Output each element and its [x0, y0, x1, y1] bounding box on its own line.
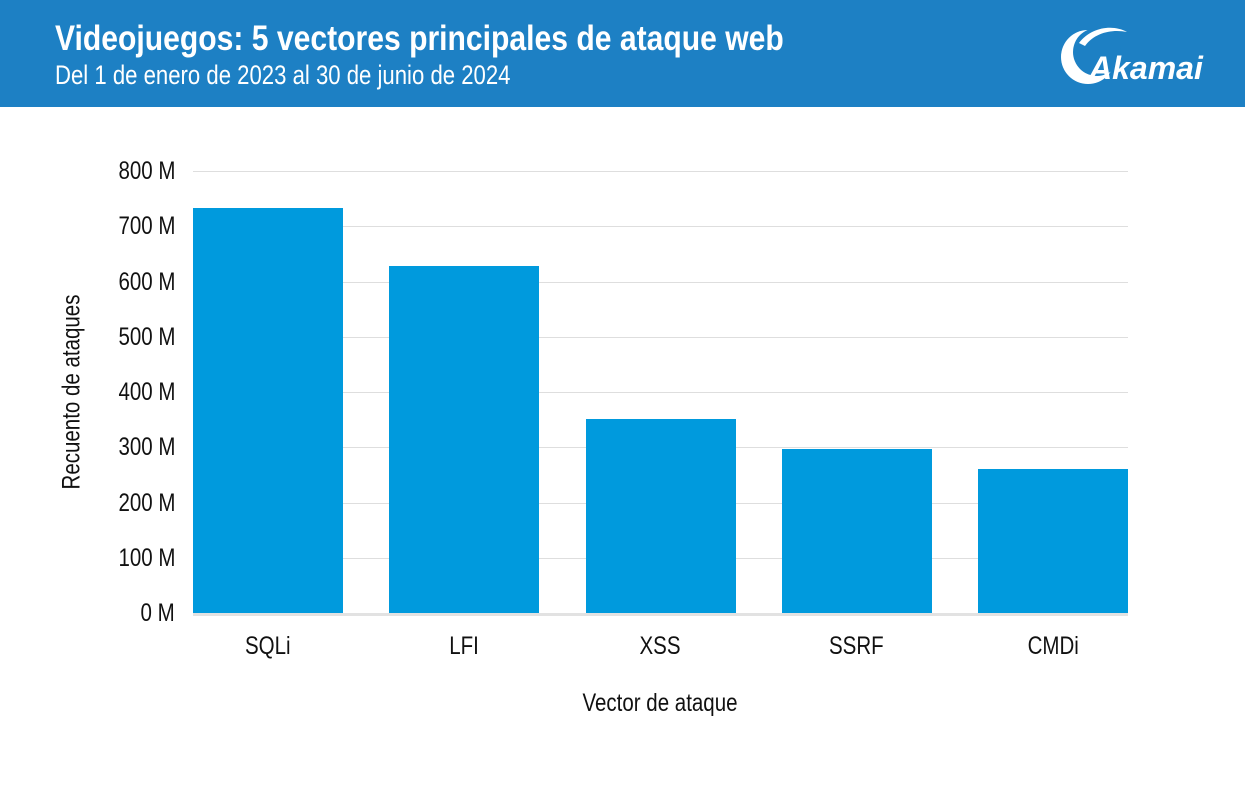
bar-cmdi [978, 468, 1128, 613]
x-axis-title: Vector de ataque [582, 689, 738, 717]
y-tick-label-200m: 200 M [40, 490, 175, 516]
akamai-logo-text: Akamai [1088, 50, 1204, 86]
y-tick-text: 500 M [118, 322, 175, 351]
x-tick-label-sqli: SQLi [170, 633, 366, 659]
y-tick-label-300m: 300 M [40, 434, 175, 460]
header: Videojuegos: 5 vectores principales de a… [0, 0, 1245, 107]
y-tick-label-700m: 700 M [40, 213, 175, 239]
x-tick-text: CMDi [1027, 632, 1079, 660]
y-tick-text: 0 M [140, 599, 175, 627]
x-tick-label-cmdi: CMDi [955, 633, 1151, 659]
y-tick-label-100m: 100 M [40, 545, 175, 571]
y-tick-text: 100 M [118, 543, 175, 572]
y-tick-label-600m: 600 M [40, 269, 175, 295]
y-tick-text: 600 M [118, 267, 175, 296]
bar-lfi [389, 266, 540, 613]
bar-chart: Recuento de ataques Vector de ataque 0 M… [0, 107, 1245, 800]
gridline-400m [193, 392, 1128, 393]
y-tick-text: 400 M [118, 378, 175, 406]
x-tick-text: XSS [639, 632, 682, 660]
gridline-700m [193, 226, 1128, 228]
x-tick-text: SSRF [829, 632, 885, 660]
page-subtitle: Del 1 de enero de 2023 al 30 de junio de… [55, 60, 511, 90]
akamai-swoosh-icon [1079, 27, 1127, 46]
x-tick-label-xss: XSS [563, 633, 759, 659]
gridline-600m [193, 281, 1128, 283]
bar-sqli [193, 208, 343, 613]
page-title: Videojuegos: 5 vectores principales de a… [55, 19, 784, 58]
bar-xss [585, 418, 736, 613]
x-tick-text: SQLi [245, 632, 291, 660]
y-tick-label-800m: 800 M [40, 158, 175, 184]
bar-ssrf [781, 448, 932, 613]
x-tick-label-ssrf: SSRF [759, 633, 955, 659]
y-tick-text: 300 M [118, 433, 175, 462]
y-tick-text: 200 M [118, 488, 175, 517]
gridline-500m [193, 336, 1128, 338]
y-tick-label-400m: 400 M [40, 379, 175, 405]
y-tick-text: 800 M [118, 157, 175, 185]
gridline-800m [193, 171, 1128, 172]
x-tick-text: LFI [449, 632, 480, 660]
x-tick-label-lfi: LFI [366, 633, 562, 659]
x-axis-baseline [193, 613, 1128, 616]
y-tick-label-0m: 0 M [40, 600, 175, 626]
akamai-logo: Akamai [1061, 27, 1204, 86]
y-tick-text: 700 M [118, 212, 175, 241]
y-tick-label-500m: 500 M [40, 324, 175, 350]
